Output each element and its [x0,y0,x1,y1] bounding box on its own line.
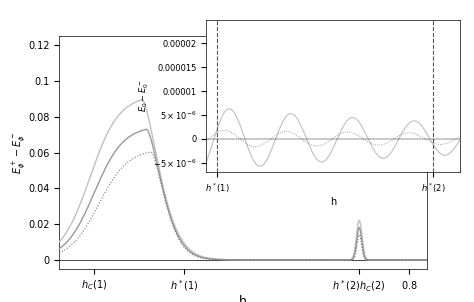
X-axis label: h: h [330,197,336,207]
Y-axis label: $E_0 - E_0^-$: $E_0 - E_0^-$ [138,79,152,112]
X-axis label: h: h [239,295,247,302]
Y-axis label: $E_\phi^+ - E_{\phi}^-$: $E_\phi^+ - E_{\phi}^-$ [10,131,27,174]
